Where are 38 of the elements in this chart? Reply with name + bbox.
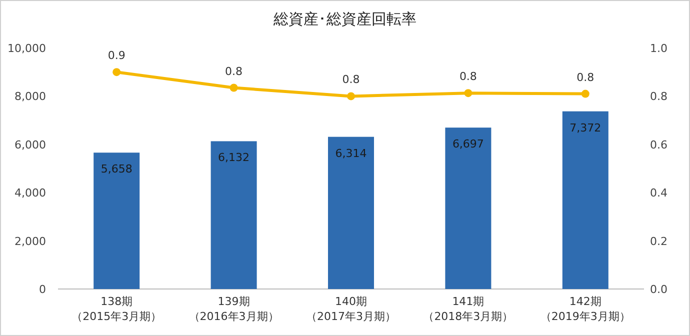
data-label: 6,132	[218, 151, 250, 164]
bar	[328, 136, 374, 289]
data-label: 0.8	[459, 70, 477, 84]
y-tick-label: 6,000	[14, 138, 46, 152]
x-tick-label: 139期（2016年3月期）	[188, 295, 279, 323]
y-tick-label: 2,000	[14, 234, 46, 248]
data-label: 0.8	[576, 70, 594, 84]
point	[112, 68, 121, 76]
y-tick-label: 8,000	[14, 90, 46, 104]
y-tick-label: 10,000	[8, 42, 46, 55]
chart-title: 総資産･総資産回転率	[272, 10, 416, 28]
data-label: 7,372	[570, 121, 602, 134]
point	[347, 92, 355, 100]
bar	[445, 128, 492, 289]
data-label: 0.8	[225, 64, 243, 78]
y2-tick-label: 1.0	[650, 42, 668, 55]
data-label: 6,314	[335, 146, 367, 160]
point	[581, 90, 590, 98]
point	[230, 84, 238, 92]
data-label: 0.9	[108, 49, 126, 62]
y2-tick-label: 0.4	[650, 186, 668, 200]
bar	[562, 111, 608, 289]
y-tick-label: 0	[39, 283, 46, 296]
data-label: 6,697	[452, 138, 484, 151]
bar	[210, 141, 257, 289]
data-label: 5,658	[100, 162, 132, 176]
y2-tick-label: 0.2	[650, 234, 668, 248]
y2-tick-label: 0.8	[650, 90, 668, 104]
point	[464, 89, 472, 98]
x-tick-label: 140期（2017年3月期）	[306, 295, 396, 323]
bar	[94, 152, 140, 289]
x-tick-label: 138期（2015年3月期）	[72, 295, 162, 323]
y2-tick-label: 0.0	[650, 283, 668, 296]
y2-tick-label: 0.6	[650, 138, 668, 152]
x-tick-label: 141期（2018年3月期）	[423, 295, 514, 323]
y-tick-label: 4,000	[14, 186, 46, 200]
data-label: 0.8	[342, 73, 360, 86]
x-tick-label: 142期（2019年3月期）	[540, 295, 630, 323]
